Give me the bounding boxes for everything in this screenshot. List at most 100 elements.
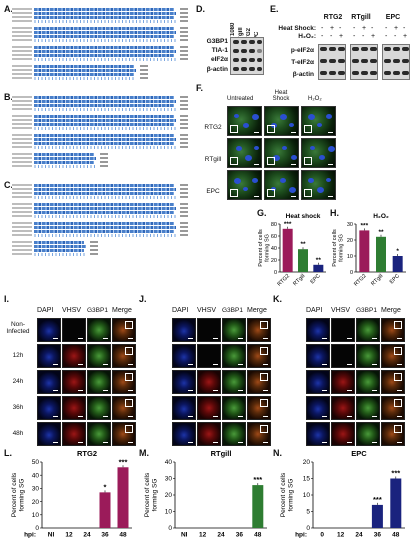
channel-label: VHSV [331, 307, 351, 314]
chart-l: RTG2 0 10 20 30 40 50 Percent of cells forming S… [11, 449, 132, 539]
micrograph [62, 318, 86, 342]
y-axis-label: forming SG [152, 479, 159, 512]
alignment-row [12, 16, 192, 19]
micrograph [87, 344, 111, 368]
y-tick-label: 30 [165, 476, 173, 483]
x-tick-label: 12 [199, 532, 207, 539]
significance-label: *** [391, 469, 400, 478]
alignment-row [12, 39, 192, 42]
y-tick-label: 0 [274, 270, 277, 276]
micrograph [247, 318, 271, 342]
alignment-row [12, 153, 192, 156]
blot-band [338, 59, 345, 63]
micrograph [356, 318, 380, 342]
micrograph [62, 344, 86, 368]
row-label: EPC [206, 188, 220, 195]
y-tick-label: 20 [32, 499, 40, 506]
x-tick-label: EPC [389, 273, 401, 285]
micrograph [381, 422, 405, 446]
panel-label-j: J. [139, 294, 147, 304]
alignment-row [12, 226, 192, 229]
channel-label: G3BP1 [87, 307, 108, 314]
channel-label: DAPI [306, 307, 323, 314]
blot-band [329, 47, 336, 51]
x-tick-label: NI [181, 532, 188, 539]
blot-band [384, 71, 391, 75]
y-axis-label: Percent of cells [332, 229, 338, 267]
chart-title: H₂O₂ [373, 213, 389, 220]
channel-label: G3BP1 [222, 307, 243, 314]
significance-label: *** [373, 495, 382, 504]
micrograph [264, 106, 299, 136]
bar [117, 467, 129, 528]
alignment-row [12, 100, 192, 103]
x-tick-label: 12 [337, 532, 345, 539]
x-tick-label: 36 [101, 532, 109, 539]
heat-sign: + [362, 25, 367, 32]
micrograph [356, 344, 380, 368]
blot-row-label: T-eIF2α [291, 59, 314, 66]
alignment-row [12, 192, 192, 195]
alignment-row [12, 234, 192, 237]
bar [376, 236, 386, 272]
alignment-row [12, 65, 192, 68]
micrograph [112, 370, 136, 394]
blot-row-label: TIA-1 [211, 47, 228, 54]
micrograph [264, 138, 299, 168]
micrograph [112, 318, 136, 342]
channel-label: DAPI [172, 307, 189, 314]
panel-label-m: M. [139, 448, 149, 458]
blot-band [361, 59, 368, 63]
x-tick-label: 24 [355, 532, 363, 539]
timepoint-label: 36h [12, 404, 24, 411]
micrograph [331, 396, 355, 420]
channel-label: Merge [381, 307, 401, 314]
heat-sign: - [339, 25, 342, 32]
panel-label-i: I. [4, 294, 10, 304]
blot-band [402, 47, 409, 51]
micrograph [381, 344, 405, 368]
alignment-row [12, 27, 192, 30]
blot-band [402, 59, 409, 63]
timepoint-label: 48h [12, 430, 24, 437]
alignment-row [12, 69, 192, 72]
micrograph [112, 344, 136, 368]
x-tick-label: 36 [374, 532, 382, 539]
blot-row-label: β-actin [206, 66, 228, 73]
h2o2-sign: - [330, 33, 333, 40]
micrograph [62, 422, 86, 446]
alignment-row [12, 184, 192, 187]
micrograph [356, 396, 380, 420]
channel-label: DAPI [37, 307, 54, 314]
micrograph [197, 370, 221, 394]
alignment-row [12, 35, 192, 38]
y-tick-label: 10 [32, 512, 40, 519]
x-tick-label: 48 [119, 532, 127, 539]
micrograph [306, 422, 330, 446]
alignment-row [12, 50, 192, 53]
bar [252, 485, 264, 528]
blot-band [402, 71, 409, 75]
micrograph [306, 370, 330, 394]
significance-label: * [396, 248, 399, 255]
y-tick-label: 40 [32, 472, 40, 479]
blot-band [370, 47, 377, 51]
micrograph [172, 344, 196, 368]
y-tick-label: 20 [347, 238, 353, 244]
alignment-row [12, 20, 192, 23]
micrograph [306, 344, 330, 368]
channel-label: G3BP1 [356, 307, 377, 314]
alignment-row [12, 31, 192, 34]
heat-sign: - [353, 25, 356, 32]
blot-band [338, 71, 345, 75]
panel-label-b: B. [4, 92, 13, 102]
heat-sign: + [330, 25, 335, 32]
bar [359, 230, 370, 272]
micrograph [331, 370, 355, 394]
micrograph [37, 344, 61, 368]
h2o2-sign: - [385, 33, 388, 40]
micrograph [306, 396, 330, 420]
blot-band [352, 59, 359, 63]
bar [99, 492, 111, 528]
alignment-row [12, 215, 192, 218]
